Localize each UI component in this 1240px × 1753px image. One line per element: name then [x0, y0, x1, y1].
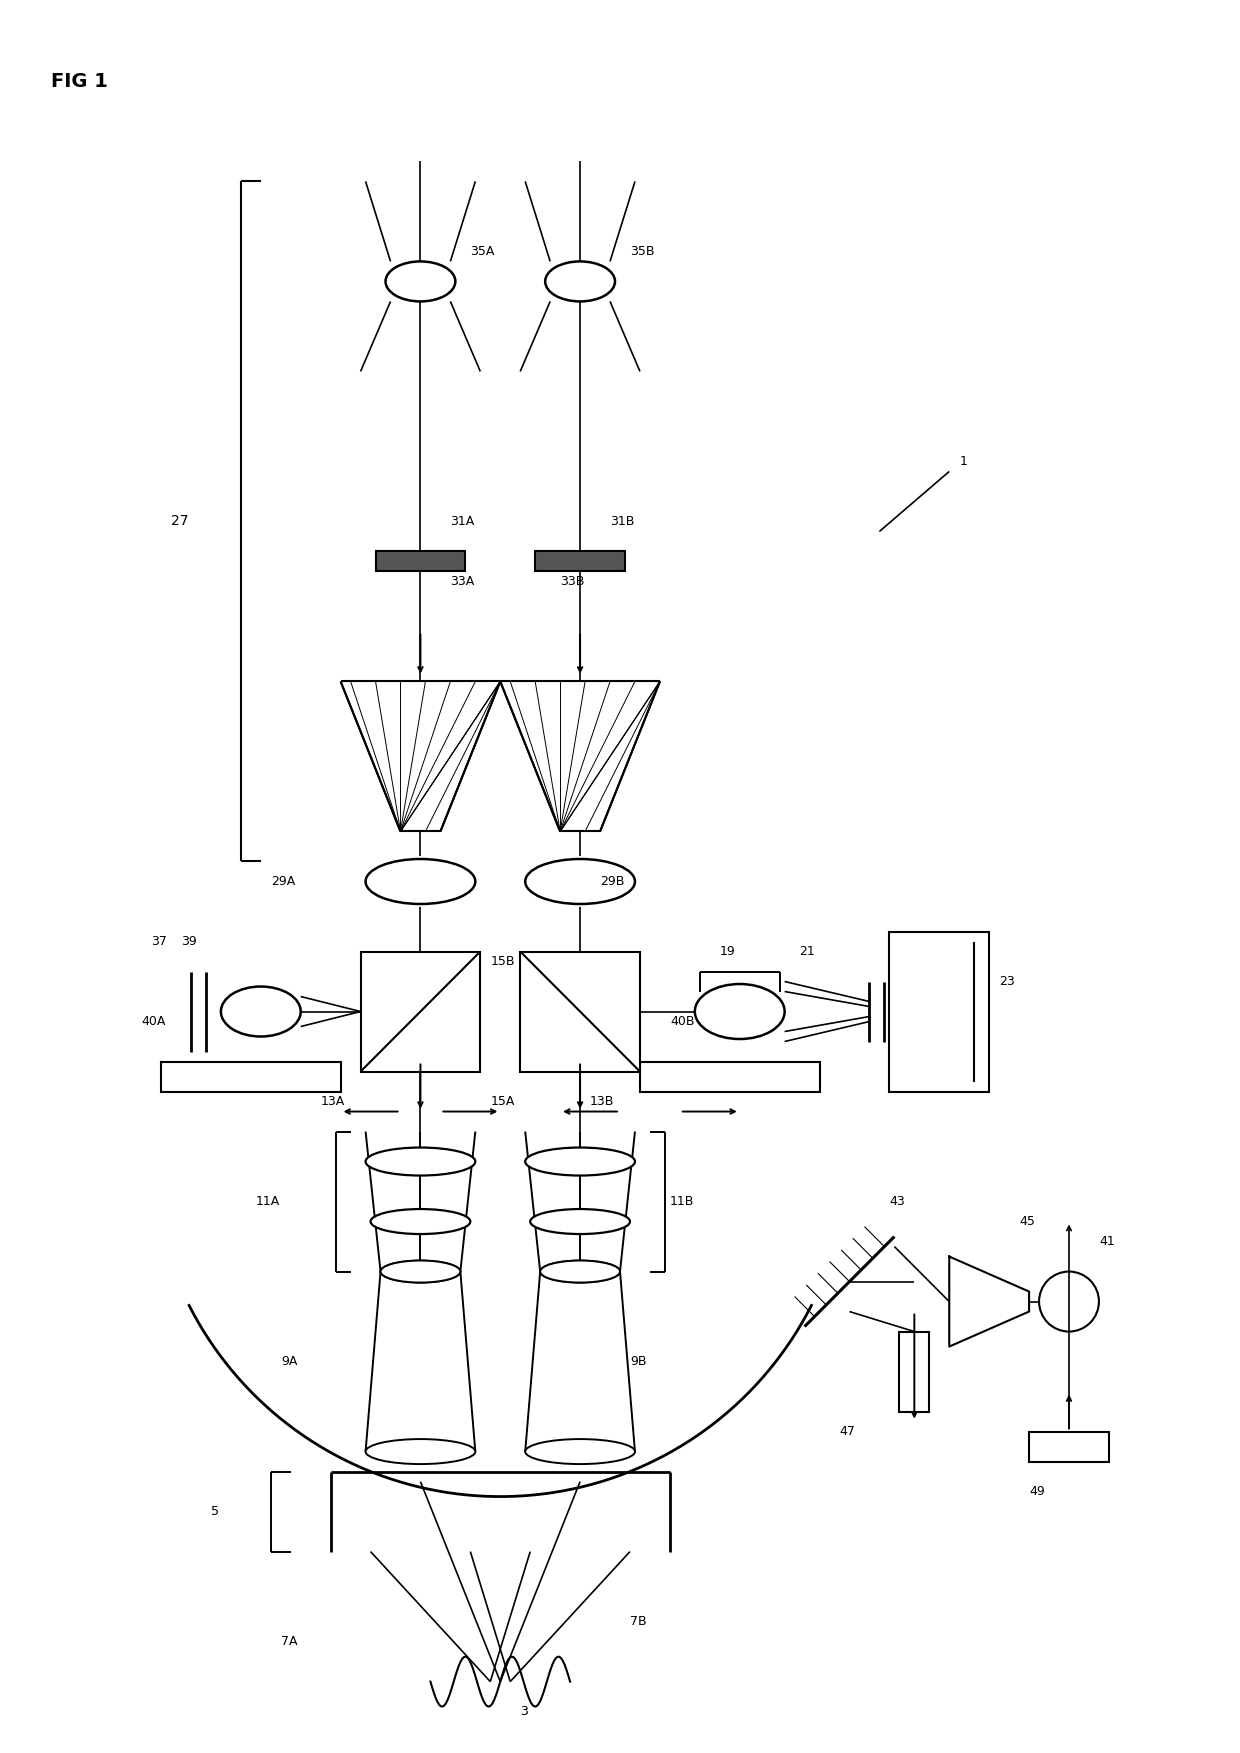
Bar [521, 952, 640, 1071]
Text: 9A: 9A [280, 1355, 298, 1367]
Ellipse shape [381, 1260, 460, 1283]
Text: 19: 19 [719, 945, 735, 957]
Text: 39: 39 [181, 934, 197, 948]
Ellipse shape [371, 1210, 470, 1234]
Bar [640, 1062, 820, 1092]
Text: 31A: 31A [450, 515, 475, 528]
Ellipse shape [366, 1148, 475, 1176]
Bar [899, 1332, 929, 1411]
Ellipse shape [1039, 1271, 1099, 1332]
Text: 43: 43 [889, 1196, 905, 1208]
Ellipse shape [221, 987, 301, 1036]
Text: 33A: 33A [450, 575, 475, 587]
Ellipse shape [526, 859, 635, 905]
Text: 31B: 31B [610, 515, 635, 528]
Ellipse shape [526, 1439, 635, 1464]
Text: 5: 5 [211, 1506, 219, 1518]
Ellipse shape [526, 1148, 635, 1176]
Text: 35B: 35B [630, 245, 655, 258]
Text: 45: 45 [1019, 1215, 1035, 1229]
Text: 7B: 7B [630, 1615, 646, 1629]
Text: 23: 23 [999, 975, 1014, 989]
Bar [889, 931, 990, 1092]
Ellipse shape [386, 261, 455, 302]
Text: 9B: 9B [630, 1355, 646, 1367]
Ellipse shape [546, 261, 615, 302]
Text: 21: 21 [800, 945, 816, 957]
Bar [161, 1062, 341, 1092]
Text: 7A: 7A [280, 1636, 298, 1648]
Text: 35A: 35A [470, 245, 495, 258]
Ellipse shape [366, 1439, 475, 1464]
Ellipse shape [531, 1210, 630, 1234]
Bar [361, 952, 480, 1071]
Text: 41: 41 [1099, 1236, 1115, 1248]
Text: 27: 27 [171, 514, 188, 528]
Text: 15A: 15A [490, 1096, 515, 1108]
Text: 13A: 13A [321, 1096, 345, 1108]
Bar [1029, 1432, 1109, 1462]
Text: 3: 3 [521, 1706, 528, 1718]
Ellipse shape [366, 859, 475, 905]
Text: 47: 47 [839, 1425, 856, 1437]
Bar [376, 552, 465, 571]
Ellipse shape [381, 1260, 460, 1283]
Text: 37: 37 [151, 934, 167, 948]
Bar [536, 552, 625, 571]
Text: 29B: 29B [600, 875, 625, 889]
Text: 40A: 40A [141, 1015, 165, 1027]
Text: 29A: 29A [270, 875, 295, 889]
Text: 15B: 15B [490, 955, 515, 968]
Text: 33B: 33B [560, 575, 584, 587]
Polygon shape [950, 1257, 1029, 1346]
Text: 11B: 11B [670, 1196, 694, 1208]
Text: 40B: 40B [670, 1015, 694, 1027]
Ellipse shape [541, 1260, 620, 1283]
Text: 11A: 11A [255, 1196, 280, 1208]
Text: 13B: 13B [590, 1096, 615, 1108]
Text: FIG 1: FIG 1 [51, 72, 108, 91]
Text: 1: 1 [960, 456, 967, 468]
Ellipse shape [694, 983, 785, 1040]
Text: 49: 49 [1029, 1485, 1045, 1499]
Ellipse shape [541, 1260, 620, 1283]
